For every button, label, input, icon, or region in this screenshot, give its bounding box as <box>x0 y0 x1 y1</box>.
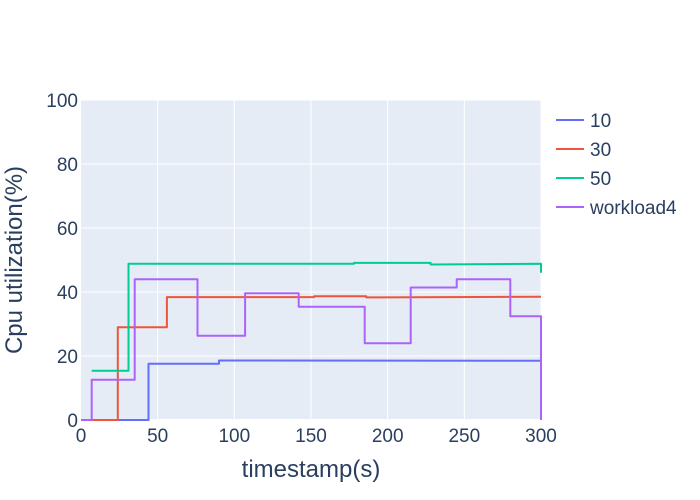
y-tick-label: 40 <box>57 283 78 304</box>
legend-label[interactable]: workload4 <box>589 198 677 219</box>
legend-label[interactable]: 10 <box>590 111 611 132</box>
grid-lines <box>81 99 542 421</box>
y-tick-label: 100 <box>46 91 78 112</box>
y-tick-label: 20 <box>57 347 78 368</box>
x-tick-label: 100 <box>218 426 250 447</box>
y-tick-label: 60 <box>57 219 78 240</box>
x-tick-label: 0 <box>76 426 87 447</box>
legend: 10 30 50 workload4 <box>556 111 677 219</box>
y-axis-title: Cpu utilization(%) <box>1 166 28 354</box>
legend-label[interactable]: 50 <box>590 169 611 190</box>
series-lines <box>81 261 542 421</box>
x-tick-label: 50 <box>147 426 168 447</box>
series-line-50 <box>91 261 542 372</box>
y-tick-label: 80 <box>57 155 78 176</box>
x-tick-label: 250 <box>448 426 480 447</box>
x-tick-label: 300 <box>525 426 557 447</box>
x-tick-label: 150 <box>295 426 327 447</box>
tick-labels: 0 50 100 150 200 250 300 0 20 40 60 80 100 <box>46 91 557 447</box>
x-tick-label: 200 <box>372 426 404 447</box>
y-tick-label: 0 <box>67 411 78 432</box>
legend-label[interactable]: 30 <box>590 140 611 161</box>
series-line-workload4 <box>81 278 542 421</box>
series-line-30 <box>81 295 542 421</box>
x-axis-title: timestamp(s) <box>242 456 381 483</box>
